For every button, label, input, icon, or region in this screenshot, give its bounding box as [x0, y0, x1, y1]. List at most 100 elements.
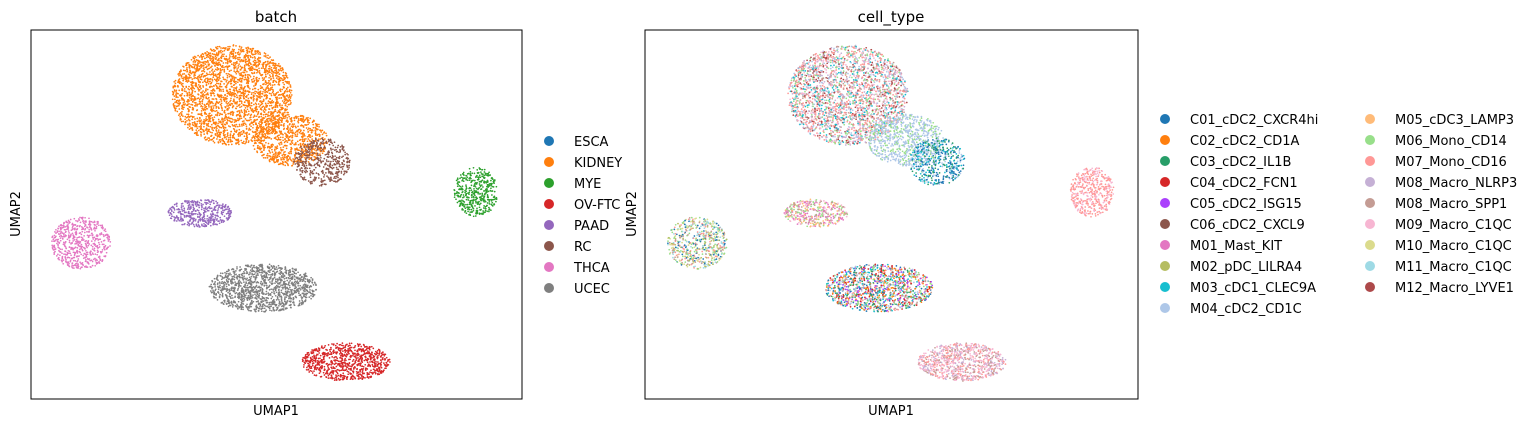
data-point — [476, 178, 479, 181]
data-point — [479, 176, 482, 179]
data-point — [219, 85, 222, 88]
data-point — [206, 79, 209, 82]
data-point — [192, 63, 195, 66]
data-point — [203, 220, 205, 223]
data-point — [216, 114, 219, 117]
data-point — [272, 81, 274, 83]
data-point — [256, 150, 258, 153]
data-point — [213, 116, 216, 118]
data-point — [252, 123, 255, 126]
data-point — [171, 98, 174, 101]
data-point — [342, 173, 345, 176]
data-point — [196, 201, 199, 203]
data-point — [229, 82, 232, 85]
data-point — [222, 126, 225, 128]
data-point — [205, 105, 208, 108]
data-point — [177, 208, 180, 211]
data-point — [202, 212, 205, 215]
data-point — [309, 171, 312, 174]
data-point — [170, 206, 173, 209]
data-point — [334, 155, 336, 157]
data-point — [276, 147, 279, 150]
data-point — [272, 64, 274, 67]
data-point — [476, 169, 479, 171]
data-point — [244, 85, 246, 88]
data-point — [229, 100, 231, 103]
data-point — [489, 198, 492, 201]
data-point — [207, 63, 210, 66]
data-point — [212, 56, 215, 59]
data-point — [284, 115, 287, 118]
data-point — [187, 87, 190, 90]
data-point — [266, 91, 269, 94]
data-point — [208, 106, 210, 108]
data-point — [276, 126, 279, 128]
data-point — [214, 214, 217, 217]
data-point — [209, 221, 212, 224]
data-point — [228, 107, 230, 109]
data-point — [306, 119, 309, 122]
data-point — [192, 57, 195, 60]
data-point — [266, 63, 269, 65]
data-point — [271, 123, 274, 126]
data-point — [471, 191, 473, 194]
data-point — [459, 203, 462, 205]
data-point — [235, 101, 238, 104]
data-point — [223, 58, 226, 60]
data-point — [469, 172, 472, 175]
data-point — [316, 148, 319, 151]
data-point — [491, 190, 494, 192]
data-point — [194, 105, 197, 107]
data-point — [239, 90, 242, 93]
data-point — [192, 61, 195, 63]
data-point — [291, 139, 293, 142]
data-point — [265, 83, 267, 86]
data-point — [203, 103, 206, 106]
data-point — [270, 100, 273, 103]
data-point — [296, 135, 299, 137]
data-point — [273, 149, 276, 152]
data-point — [187, 126, 189, 129]
data-point — [262, 67, 265, 69]
data-point — [348, 161, 351, 164]
data-point — [239, 96, 242, 99]
data-point — [488, 184, 490, 187]
data-point — [474, 199, 477, 201]
data-point — [190, 58, 193, 61]
data-point — [274, 106, 277, 109]
data-point — [245, 125, 248, 128]
data-point — [201, 81, 204, 84]
data-point — [330, 160, 332, 163]
data-point — [218, 76, 221, 78]
data-point — [220, 60, 223, 62]
data-point — [242, 140, 245, 143]
data-point — [209, 55, 212, 58]
data-point — [482, 210, 484, 212]
data-point — [229, 117, 232, 120]
data-point — [206, 209, 209, 212]
data-point — [194, 76, 196, 79]
data-point — [201, 58, 203, 61]
data-point — [242, 88, 244, 91]
data-point — [208, 103, 210, 105]
data-point — [223, 136, 226, 139]
data-point — [207, 218, 210, 221]
data-point — [320, 178, 323, 180]
data-point — [321, 169, 324, 172]
data-point — [270, 112, 272, 115]
data-point — [201, 218, 204, 220]
data-point — [239, 106, 241, 109]
data-point — [181, 110, 183, 113]
data-point — [476, 197, 479, 200]
data-point — [319, 154, 322, 157]
data-point — [269, 60, 272, 63]
data-point — [273, 157, 275, 160]
data-point — [493, 203, 495, 206]
data-point — [233, 128, 236, 131]
data-point — [213, 94, 216, 97]
data-point — [280, 130, 283, 133]
data-point — [217, 124, 219, 127]
data-point — [314, 166, 317, 169]
data-point — [300, 117, 303, 120]
data-point — [206, 215, 209, 217]
